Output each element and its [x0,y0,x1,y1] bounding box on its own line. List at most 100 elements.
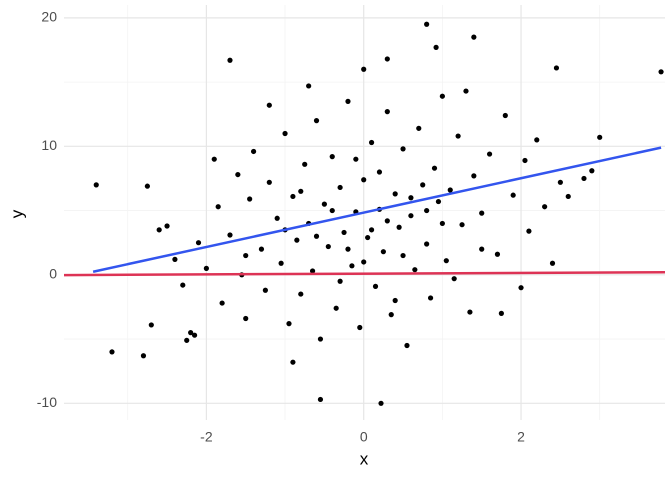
y-tick-label: 10 [41,137,57,153]
y-tick-label: 0 [49,266,57,282]
point [321,201,327,207]
point [384,218,390,224]
point [298,188,304,194]
point [542,204,548,210]
point [247,196,253,202]
point [518,285,524,291]
point [144,183,150,189]
point [184,337,190,343]
point [368,139,375,146]
point [439,93,445,99]
point [597,134,603,140]
point [408,213,414,219]
point [274,215,280,221]
y-tick-label: -10 [37,394,57,410]
point [361,259,367,265]
point [109,349,115,355]
y-tick-label: 20 [41,9,57,25]
x-tick-label: 2 [517,429,525,445]
point [243,252,249,259]
point [313,118,320,124]
point [266,179,272,185]
point [400,146,406,152]
point [172,256,178,262]
point [658,69,664,75]
point [345,98,351,104]
point [502,112,508,119]
point [589,168,595,174]
point [392,191,398,197]
point [439,220,445,227]
point [408,195,414,201]
point [164,223,170,229]
point [424,207,430,214]
point [400,252,406,259]
point [433,44,439,50]
point [258,246,265,252]
point [581,175,587,182]
point [388,312,394,318]
point [565,193,571,200]
point [195,240,202,246]
point [404,342,410,349]
point [361,66,367,72]
point [250,148,257,155]
point [329,154,335,160]
point [337,278,343,284]
point [384,56,390,62]
point [294,237,300,243]
point [420,182,426,188]
point [534,137,540,143]
x-tick-label: -2 [200,429,213,445]
point [262,287,268,293]
point [376,169,383,175]
point [459,222,465,228]
point [191,332,198,338]
point [553,65,560,71]
point [298,291,304,297]
point [215,204,221,210]
point [93,182,99,188]
x-tick-label: 0 [360,429,368,445]
point [557,179,563,185]
point [278,260,284,266]
point [435,198,442,205]
fit-line [63,270,666,277]
point [372,283,379,289]
point [361,177,367,183]
point [203,265,209,271]
point [317,396,324,403]
point [302,161,308,167]
point [455,133,461,139]
point [156,227,162,233]
point [325,243,331,250]
point [479,210,485,216]
point [148,322,154,328]
point [424,241,430,247]
point [309,268,316,274]
point [378,400,384,406]
point [188,330,194,336]
point [290,193,296,200]
point [412,267,418,273]
point [349,263,355,269]
point [380,249,386,255]
x-axis-label: x [360,449,369,468]
point [451,276,457,282]
point [498,310,504,316]
point [365,234,371,241]
point [282,130,288,137]
point [290,359,296,365]
point [427,295,434,301]
point [266,102,272,108]
point [329,207,335,214]
y-axis-label: y [7,209,26,218]
point [396,224,402,230]
point [416,125,422,131]
point [357,324,363,331]
point [471,173,477,179]
point [443,258,449,264]
point [526,228,532,234]
point [368,227,375,233]
